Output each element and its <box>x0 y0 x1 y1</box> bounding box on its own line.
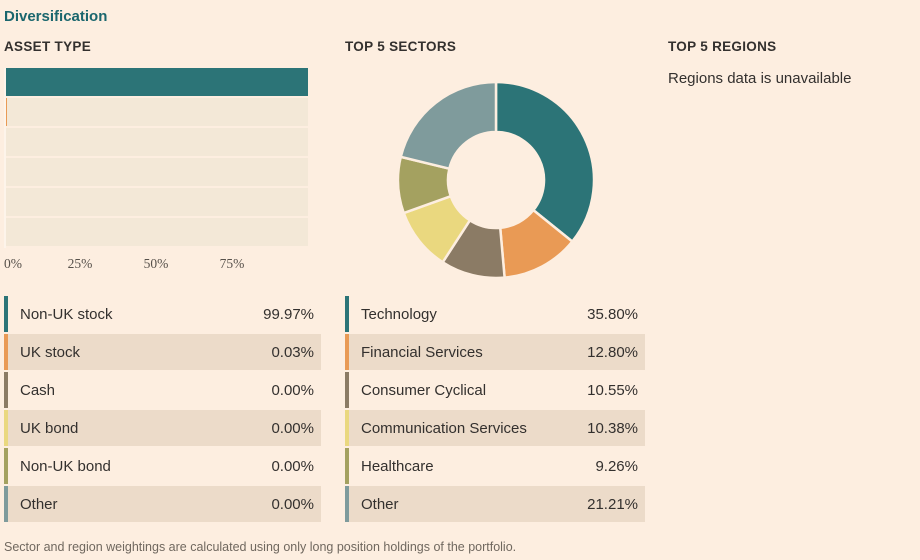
row-value: 9.26% <box>595 457 638 475</box>
x-axis-tick: 0% <box>4 256 22 271</box>
sectors-donut-svg <box>396 80 596 280</box>
row-color-marker <box>4 296 8 332</box>
regions-unavailable-message: Regions data is unavailable <box>668 70 852 87</box>
row-value: 0.03% <box>271 343 314 361</box>
row-color-marker <box>4 372 8 408</box>
table-row: Non-UK stock 99.97% <box>4 296 321 332</box>
row-value: 0.00% <box>271 495 314 513</box>
table-row: Communication Services 10.38% <box>345 410 645 446</box>
row-color-marker <box>4 334 8 370</box>
page-title: Diversification <box>4 8 108 25</box>
sectors-donut-chart <box>396 80 596 280</box>
asset-type-header: ASSET TYPE <box>4 39 92 54</box>
asset-type-bar-chart <box>4 68 308 248</box>
row-label: Non-UK stock <box>20 305 113 323</box>
bar-row-non-uk-bond[interactable] <box>6 188 308 216</box>
row-color-marker <box>4 486 8 522</box>
x-axis-tick: 75% <box>219 256 245 271</box>
x-axis-tick: 25% <box>67 256 93 271</box>
bar-row-uk-stock[interactable] <box>6 98 308 126</box>
row-value: 35.80% <box>587 305 638 323</box>
row-color-marker <box>345 334 349 370</box>
sectors-table: Technology 35.80% Financial Services 12.80… <box>345 296 645 524</box>
row-label: Technology <box>361 305 437 323</box>
bar-row-non-uk-stock[interactable] <box>6 68 308 96</box>
bar-row-cash[interactable] <box>6 128 308 156</box>
table-row: Technology 35.80% <box>345 296 645 332</box>
row-label: Non-UK bond <box>20 457 111 475</box>
row-value: 0.00% <box>271 457 314 475</box>
bar-fill-non-uk-stock <box>6 68 308 96</box>
row-value: 0.00% <box>271 381 314 399</box>
row-value: 21.21% <box>587 495 638 513</box>
bar-row-uk-bond[interactable] <box>6 158 308 186</box>
table-row: UK bond 0.00% <box>4 410 321 446</box>
donut-slice-other[interactable] <box>399 80 498 171</box>
table-row: Cash 0.00% <box>4 372 321 408</box>
table-row: Other 0.00% <box>4 486 321 522</box>
row-value: 12.80% <box>587 343 638 361</box>
row-color-marker <box>4 410 8 446</box>
row-color-marker <box>345 410 349 446</box>
row-color-marker <box>345 448 349 484</box>
bar-chart-x-axis: 0% 25% 50% 75% <box>4 256 308 276</box>
row-label: Financial Services <box>361 343 483 361</box>
row-label: Other <box>20 495 58 513</box>
table-row: Consumer Cyclical 10.55% <box>345 372 645 408</box>
table-row: Healthcare 9.26% <box>345 448 645 484</box>
row-value: 0.00% <box>271 419 314 437</box>
row-value: 10.38% <box>587 419 638 437</box>
table-row: UK stock 0.03% <box>4 334 321 370</box>
top-5-regions-header: TOP 5 REGIONS <box>668 39 777 54</box>
asset-type-table: Non-UK stock 99.97% UK stock 0.03% Cash 0.0… <box>4 296 321 524</box>
row-color-marker <box>345 296 349 332</box>
donut-slice-technology[interactable] <box>494 80 596 244</box>
row-label: Healthcare <box>361 457 434 475</box>
row-color-marker <box>4 448 8 484</box>
row-color-marker <box>345 486 349 522</box>
x-axis-tick: 50% <box>143 256 169 271</box>
table-row: Non-UK bond 0.00% <box>4 448 321 484</box>
row-label: Cash <box>20 381 56 399</box>
row-value: 10.55% <box>587 381 638 399</box>
bar-row-other[interactable] <box>6 218 308 246</box>
row-label: Other <box>361 495 399 513</box>
row-color-marker <box>345 372 349 408</box>
row-label: Consumer Cyclical <box>361 381 487 399</box>
row-label: UK stock <box>20 343 81 361</box>
row-label: UK bond <box>20 419 79 437</box>
row-label: Communication Services <box>361 419 527 437</box>
table-row: Financial Services 12.80% <box>345 334 645 370</box>
row-value: 99.97% <box>263 305 314 323</box>
top-5-sectors-header: TOP 5 SECTORS <box>345 39 457 54</box>
footnote: Sector and region weightings are calcula… <box>4 540 517 554</box>
table-row: Other 21.21% <box>345 486 645 522</box>
